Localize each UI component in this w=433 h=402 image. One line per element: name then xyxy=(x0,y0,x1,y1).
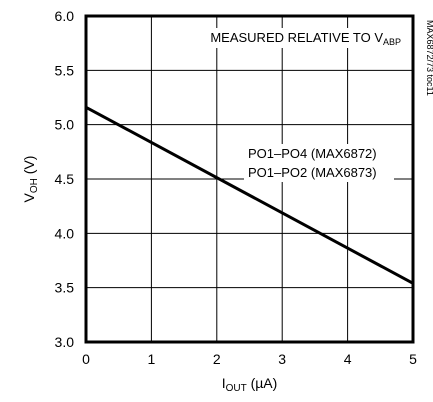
y-tick-label: 4.5 xyxy=(55,171,75,187)
x-axis-label: IOUT (µA) xyxy=(222,375,278,394)
series-annotation-line-2: PO1–PO2 (MAX6873) xyxy=(248,165,377,180)
y-axis-label-unit: (V) xyxy=(21,156,37,179)
series-annotation-line-1: PO1–PO4 (MAX6872) xyxy=(248,146,377,161)
figure-id-label: MAX6872/73 toc11 xyxy=(425,20,433,96)
y-tick-label: 5.0 xyxy=(55,117,75,133)
y-tick-label: 4.0 xyxy=(55,225,75,241)
top-annotation-sub: ABP xyxy=(383,37,401,47)
x-tick-label: 1 xyxy=(148,351,156,367)
top-annotation-main: MEASURED RELATIVE TO V xyxy=(210,30,383,45)
x-axis-label-sub: OUT xyxy=(226,383,247,394)
x-axis-label-unit: (µA) xyxy=(247,375,278,391)
x-axis-label-main: I xyxy=(222,375,226,391)
x-tick-labels: 0 1 2 3 4 5 xyxy=(82,351,417,367)
top-annotation: MEASURED RELATIVE TO VABP xyxy=(210,30,401,47)
plot-frame xyxy=(84,14,415,344)
top-annotation-background xyxy=(192,28,409,48)
x-tick-label: 3 xyxy=(278,351,286,367)
y-tick-label: 5.5 xyxy=(55,62,75,78)
y-tick-label: 3.0 xyxy=(55,334,75,350)
x-tick-label: 4 xyxy=(344,351,352,367)
x-tick-label: 2 xyxy=(213,351,221,367)
y-axis-label-main: V xyxy=(21,192,37,202)
y-axis-label: VOH (V) xyxy=(21,156,40,203)
x-tick-label: 0 xyxy=(82,351,90,367)
y-axis-label-sub: OH xyxy=(29,178,40,193)
y-tick-labels: 3.0 3.5 4.0 4.5 5.0 5.5 6.0 xyxy=(55,8,75,350)
y-tick-label: 3.5 xyxy=(55,280,75,296)
series-layer xyxy=(85,105,414,285)
series-annotation-background xyxy=(244,144,394,182)
y-tick-label: 6.0 xyxy=(55,8,75,24)
series-line xyxy=(85,105,414,285)
x-tick-label: 5 xyxy=(409,351,417,367)
